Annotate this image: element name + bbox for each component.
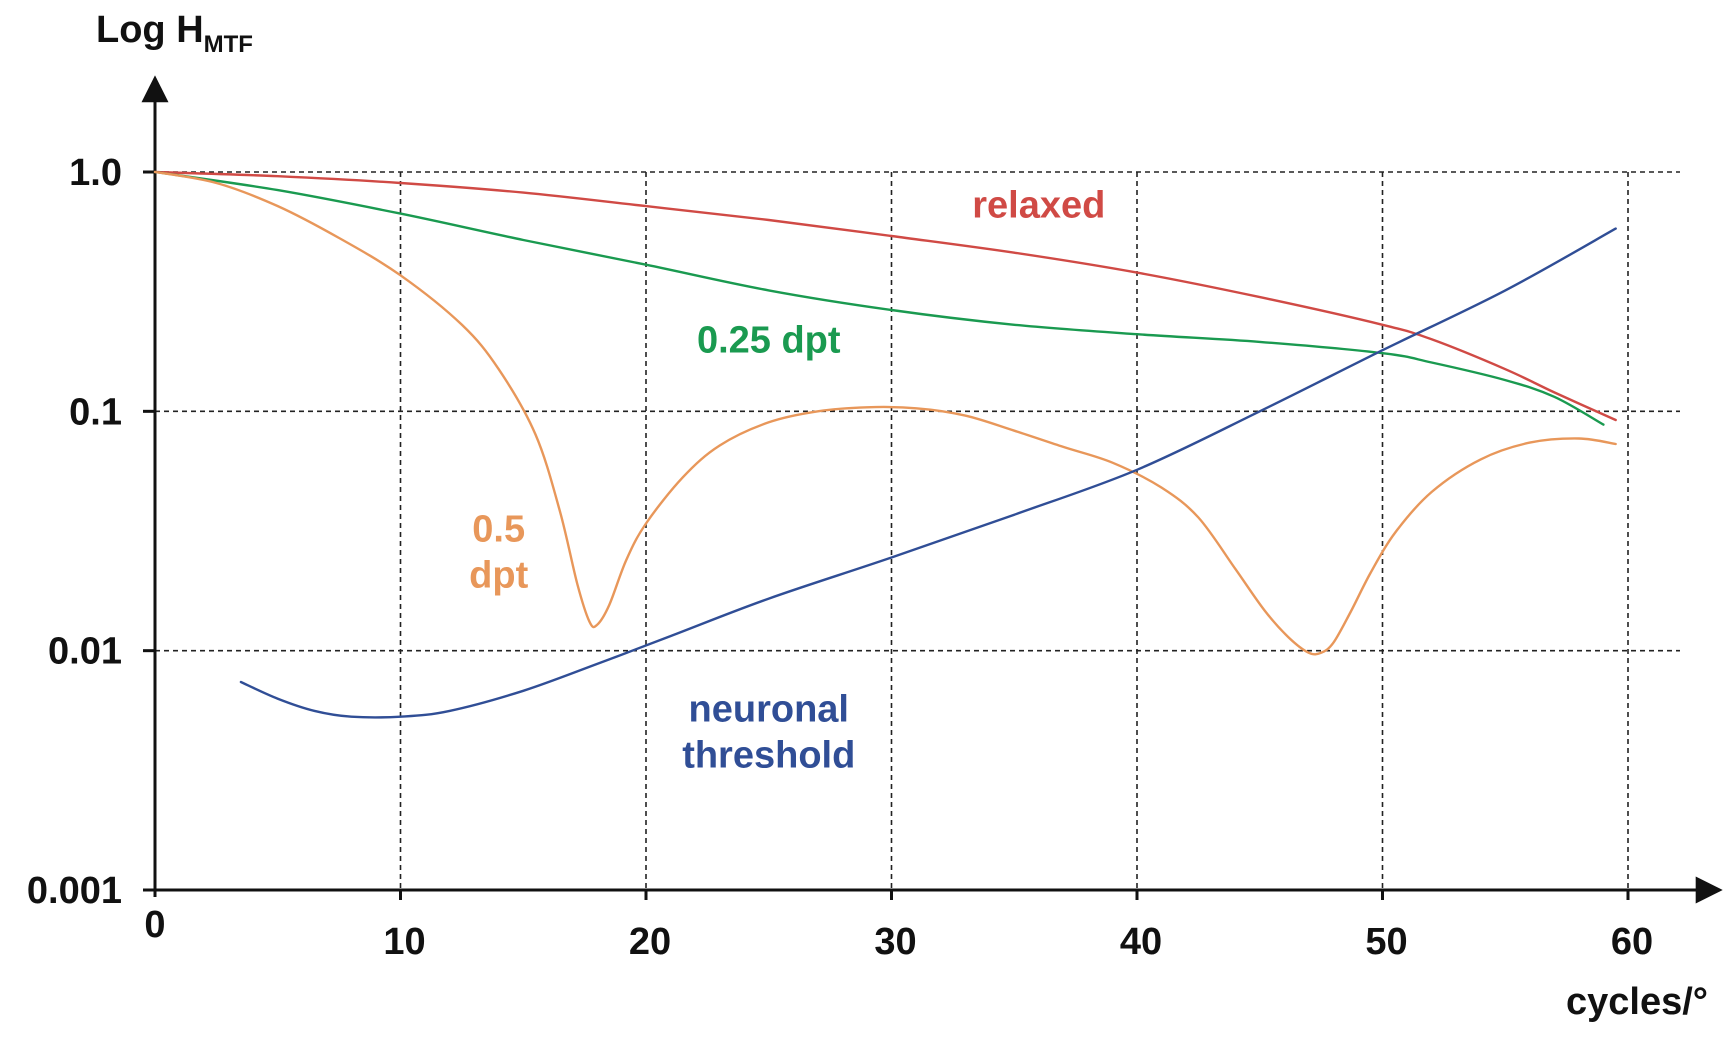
- series-label-neuronal-threshold: neuronal: [689, 688, 849, 730]
- series-line-0-5-dpt: [153, 170, 1617, 656]
- series-label-neuronal-threshold: threshold: [682, 734, 855, 776]
- x-axis-label: cycles/°: [1566, 981, 1708, 1023]
- series-line-relaxed: [153, 170, 1617, 422]
- series-label-0-5-dpt: 0.5: [472, 508, 525, 550]
- x-tick-label: 10: [383, 921, 425, 963]
- series-label-0-25-dpt: 0.25 dpt: [697, 319, 841, 361]
- y-axis-label: Log HMTF: [96, 9, 253, 58]
- y-tick-label: 0.1: [69, 391, 122, 433]
- series-label-relaxed: relaxed: [972, 185, 1105, 227]
- y-axis-label-subscript: MTF: [204, 31, 253, 58]
- series-label-0-5-dpt: dpt: [469, 554, 528, 596]
- y-tick-label: 1.0: [69, 152, 122, 194]
- x-axis-ticks: 0 10 20 30 40 50 60: [144, 890, 1653, 963]
- series-line-0-25-dpt: [153, 170, 1605, 426]
- series-line-neuronal-threshold: [239, 227, 1617, 719]
- y-tick-label: 0.01: [48, 631, 122, 673]
- y-axis-label-main: Log H: [96, 9, 204, 51]
- x-tick-label: 20: [629, 921, 671, 963]
- y-tick-label: 0.001: [27, 870, 122, 912]
- x-tick-label: 50: [1365, 921, 1407, 963]
- x-tick-label: 60: [1611, 921, 1653, 963]
- series-lines: [153, 170, 1617, 719]
- x-tick-label: 40: [1120, 921, 1162, 963]
- y-axis-ticks: 0.001 0.01 0.1 1.0: [27, 152, 155, 912]
- x-tick-label: 0: [144, 904, 165, 946]
- x-tick-label: 30: [874, 921, 916, 963]
- gridlines: [155, 171, 1680, 890]
